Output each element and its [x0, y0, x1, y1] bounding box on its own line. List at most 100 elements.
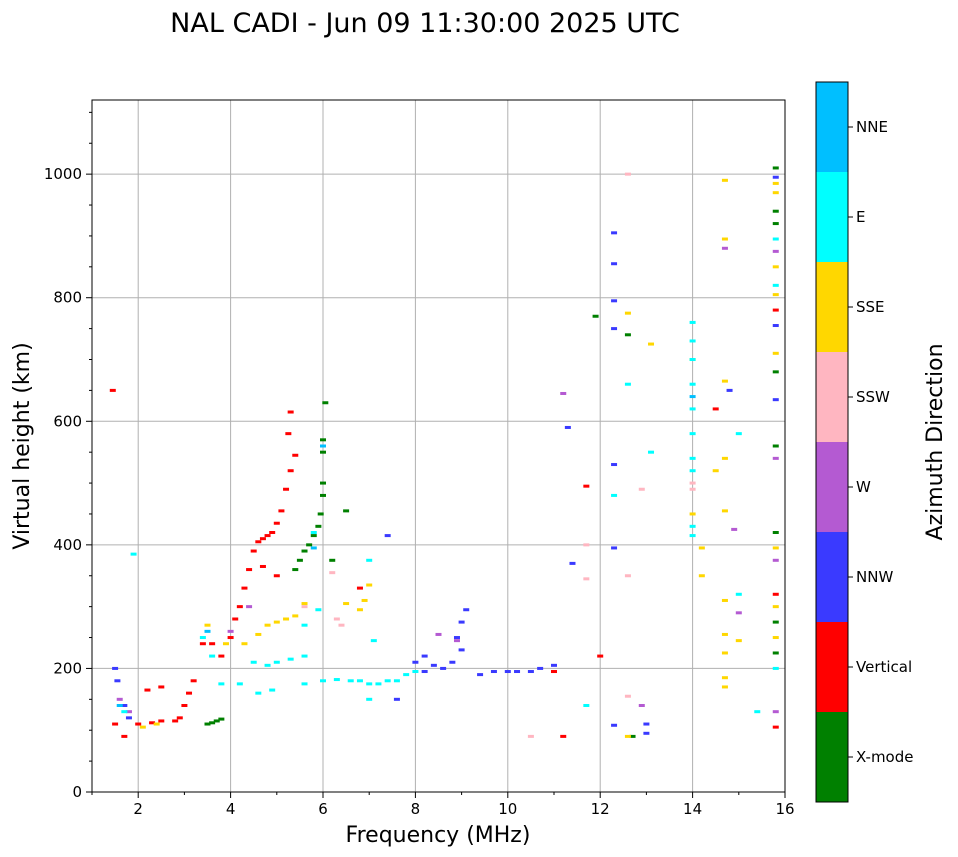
data-point-nnw — [440, 666, 447, 670]
data-point-sse — [721, 651, 728, 655]
data-point-w — [772, 558, 779, 562]
plot-background — [92, 100, 785, 792]
data-point-nnw — [611, 463, 618, 467]
data-point-vertical — [209, 642, 216, 646]
data-point-nnw — [449, 660, 456, 664]
data-point-w — [731, 527, 738, 531]
data-point-sse — [772, 605, 779, 609]
data-point-vertical — [176, 716, 183, 720]
colorbar-segment — [816, 532, 848, 622]
data-point-e — [412, 670, 419, 674]
data-point-sse — [153, 722, 160, 726]
data-point-vertical — [283, 487, 290, 491]
data-point-sse — [343, 602, 350, 606]
data-point-e — [255, 691, 262, 695]
data-point-sse — [721, 598, 728, 602]
data-point-e — [264, 663, 271, 667]
data-point-e — [250, 660, 257, 664]
data-point-vertical — [287, 469, 294, 473]
data-point-x-mode — [772, 651, 779, 655]
data-point-vertical — [109, 388, 116, 392]
colorbar-segment — [816, 712, 848, 802]
data-point-nnw — [643, 731, 650, 735]
data-point-sse — [204, 623, 211, 627]
data-point-vertical — [273, 574, 280, 578]
data-point-e — [772, 666, 779, 670]
data-point-e — [689, 382, 696, 386]
data-point-e — [301, 623, 308, 627]
plot-frame — [91, 99, 786, 793]
data-point-e — [403, 673, 410, 677]
data-point-e — [624, 382, 631, 386]
data-point-vertical — [135, 722, 142, 726]
data-point-sse — [772, 546, 779, 550]
data-point-e — [366, 558, 373, 562]
data-point-vertical — [356, 586, 363, 590]
data-point-e — [199, 636, 206, 640]
data-point-sse — [735, 639, 742, 643]
data-point-x-mode — [772, 222, 779, 226]
data-point-sse — [264, 623, 271, 627]
data-point-vertical — [551, 670, 557, 674]
data-point-e — [366, 682, 373, 686]
colorbar-segment — [816, 442, 848, 532]
y-tick-label: 1000 — [44, 165, 82, 183]
data-point-e — [287, 657, 294, 661]
data-point-e — [315, 608, 322, 612]
data-point-sse — [721, 178, 728, 182]
data-point-x-mode — [320, 450, 326, 454]
y-tick-label: 800 — [53, 289, 82, 307]
data-point-nnw — [125, 716, 132, 720]
data-point-sse — [712, 469, 719, 473]
data-point-x-mode — [592, 314, 599, 318]
data-point-ssw — [624, 172, 631, 176]
data-point-nne — [116, 704, 123, 707]
colorbar-segment — [816, 352, 848, 442]
data-point-e — [754, 710, 761, 714]
data-point-vertical — [597, 654, 604, 658]
data-point-nnw — [772, 324, 779, 328]
data-point-vertical — [772, 592, 779, 596]
data-point-w — [772, 710, 779, 714]
data-point-vertical — [264, 534, 271, 538]
data-point-vertical — [273, 521, 280, 525]
data-point-nnw — [772, 175, 779, 179]
data-point-nnw — [112, 666, 119, 670]
data-point-vertical — [158, 719, 165, 723]
y-axis: 0 200 400 600 800 1000 — [44, 111, 92, 801]
data-point-ssw — [583, 577, 590, 581]
data-point-e — [121, 710, 128, 714]
data-point-vertical — [232, 617, 239, 621]
colorbar-segment — [816, 622, 848, 712]
colorbar-label: NNW — [856, 568, 893, 586]
data-point-nnw — [458, 648, 465, 652]
data-point-x-mode — [296, 558, 303, 562]
data-point-e — [735, 592, 742, 596]
data-point-e — [689, 456, 696, 460]
data-point-nnw — [490, 670, 497, 674]
data-point-w — [772, 456, 779, 460]
colorbar-label: SSE — [856, 298, 885, 316]
x-tick-label: 8 — [411, 800, 421, 818]
data-point-nnw — [421, 654, 428, 658]
data-point-vertical — [199, 642, 206, 646]
data-point-e — [320, 679, 326, 683]
data-point-nnw — [569, 561, 576, 565]
data-point-sse — [273, 620, 280, 624]
data-point-x-mode — [320, 438, 326, 442]
data-point-sse — [698, 546, 705, 550]
data-point-nnw — [611, 327, 618, 331]
x-tick-label: 12 — [591, 800, 610, 818]
data-point-e — [689, 534, 696, 538]
data-point-e — [310, 531, 317, 534]
colorbar-label: E — [856, 208, 865, 226]
azimuth-colorbar: X-mode Vertical NNW W SSW SSE E NNE — [815, 81, 913, 803]
data-point-x-mode — [343, 509, 350, 513]
data-point-e — [347, 679, 354, 683]
data-point-sse — [222, 642, 229, 646]
data-point-e — [689, 432, 696, 436]
data-point-sse — [772, 636, 779, 640]
data-point-vertical — [287, 410, 294, 414]
data-point-sse — [241, 642, 248, 646]
